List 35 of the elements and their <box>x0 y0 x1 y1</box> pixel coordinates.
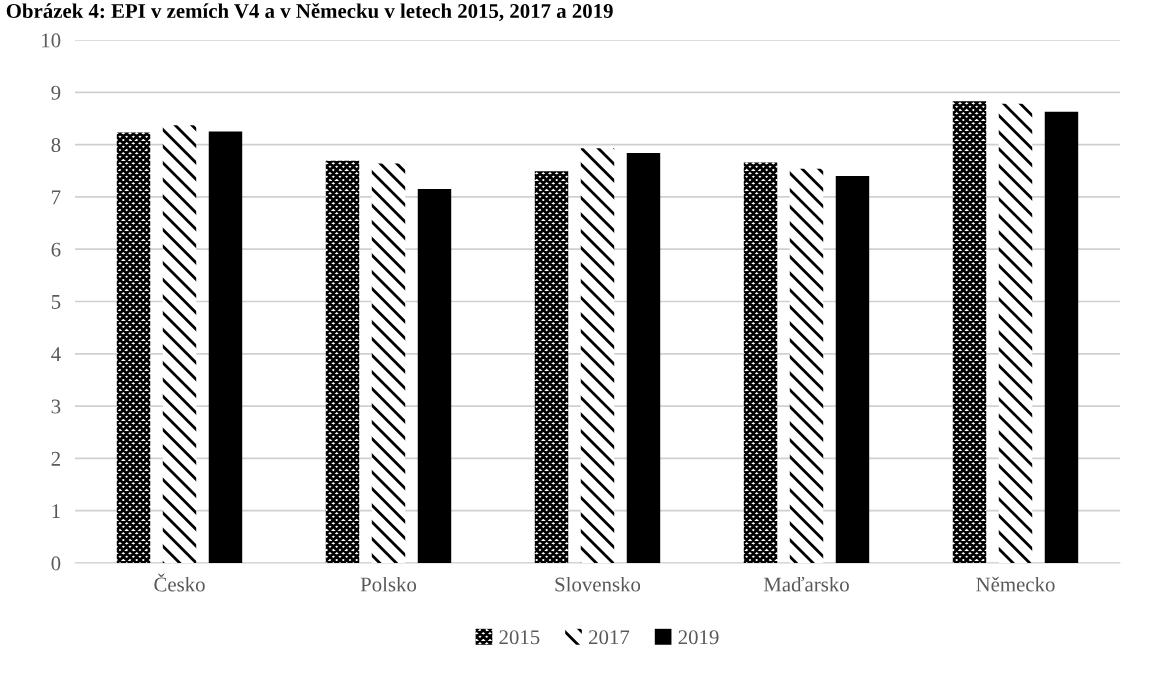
legend-label: 2015 <box>499 630 540 645</box>
bar <box>208 131 243 563</box>
y-tick-label: 2 <box>51 451 60 466</box>
bar <box>789 168 824 563</box>
y-tick-label: 6 <box>51 242 61 257</box>
y-tick-label: 1 <box>52 504 60 518</box>
bar <box>626 152 661 563</box>
x-tick-label: Slovensko <box>555 576 641 592</box>
bar <box>835 175 870 563</box>
y-tick-label: 7 <box>52 190 61 205</box>
y-tick-label: 0 <box>51 556 61 571</box>
y-tick-label: 9 <box>51 85 61 100</box>
bar <box>162 125 197 563</box>
x-tick-label: Maďarsko <box>763 576 849 592</box>
y-tick-label: 10 <box>42 33 61 48</box>
bar <box>371 163 406 563</box>
bar <box>998 103 1033 563</box>
y-tick-label: 3 <box>51 399 61 414</box>
bar <box>534 171 569 563</box>
y-tick-label: 4 <box>51 347 61 362</box>
y-tick-label: 5 <box>51 295 61 309</box>
x-tick-label: Polsko <box>360 576 417 592</box>
bar <box>743 162 778 563</box>
bar <box>325 160 360 563</box>
chart-title: Obrázek 4: EPI v zemích V4 a v Německu v letech 2015, 2017 a 2019 <box>6 3 613 22</box>
x-tick-label: Německo <box>976 576 1055 592</box>
y-tick-label: 8 <box>51 137 61 153</box>
bar <box>116 132 151 563</box>
bar <box>417 189 452 563</box>
x-tick-label: Česko <box>154 573 205 592</box>
legend-label: 2017 <box>589 630 630 645</box>
bar <box>580 148 615 563</box>
bar <box>1044 111 1079 563</box>
bar <box>952 101 987 563</box>
legend-label: 2019 <box>678 630 719 645</box>
